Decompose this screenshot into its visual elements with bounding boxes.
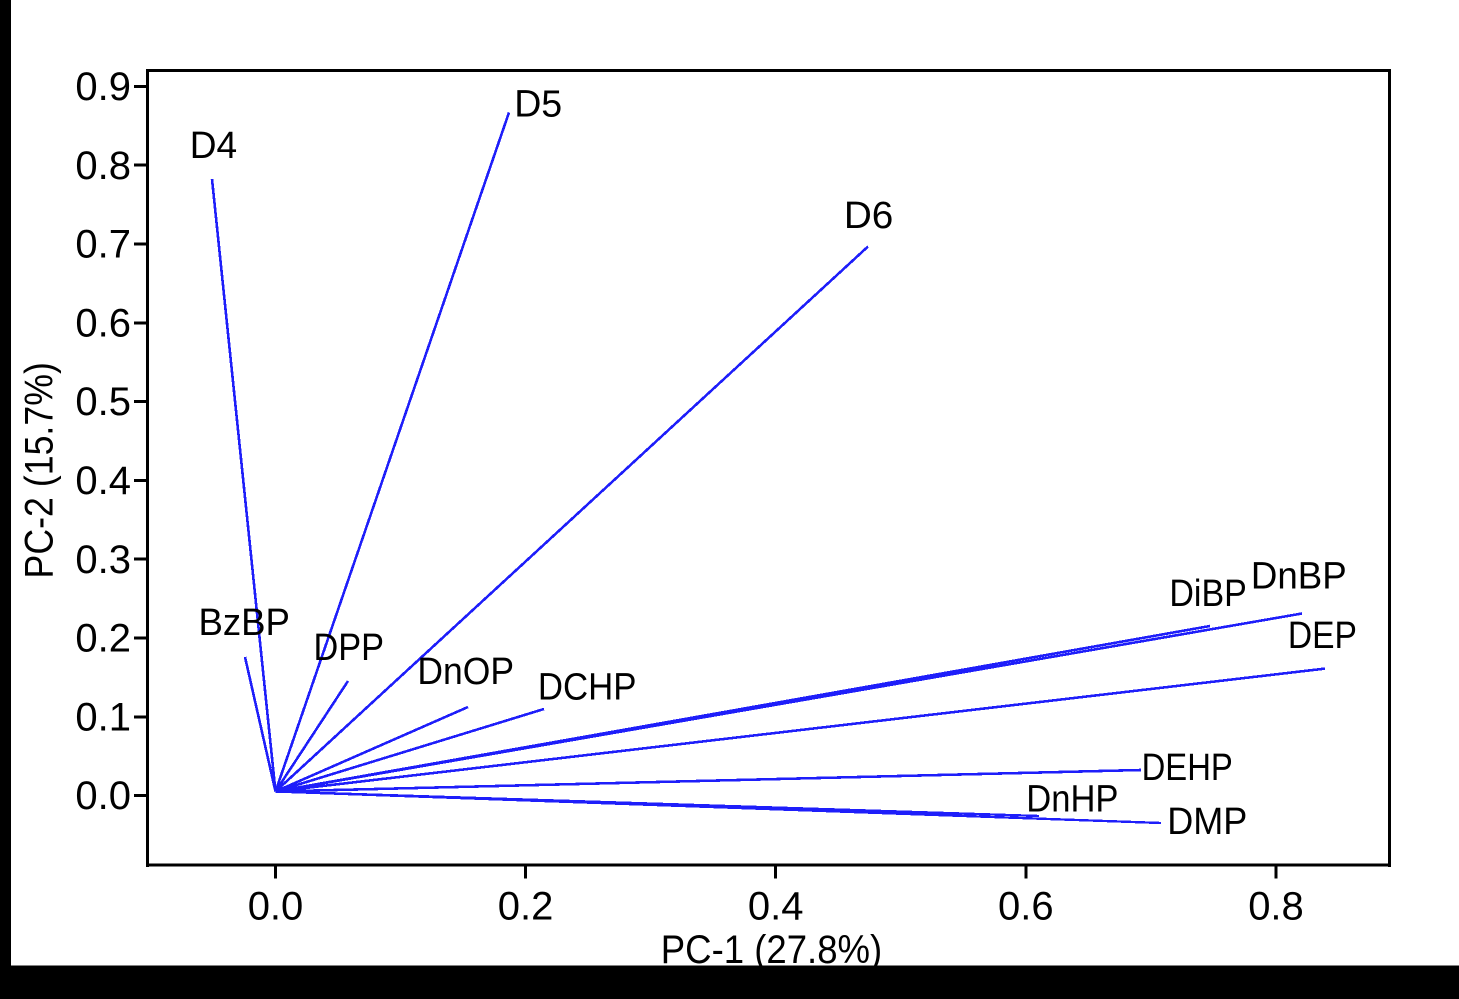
svg-text:DiBP: DiBP [1169, 573, 1246, 615]
svg-text:DnHP: DnHP [1026, 779, 1118, 821]
svg-text:0.2: 0.2 [498, 885, 554, 929]
svg-text:0.0: 0.0 [248, 885, 304, 929]
svg-text:BzBP: BzBP [198, 602, 290, 644]
svg-text:0.3: 0.3 [75, 538, 131, 582]
svg-text:PC-1 (27.8%): PC-1 (27.8%) [661, 928, 882, 972]
svg-text:0.8: 0.8 [75, 144, 131, 188]
svg-text:D6: D6 [844, 195, 894, 237]
svg-text:0.8: 0.8 [1248, 885, 1304, 929]
svg-text:0.6: 0.6 [75, 301, 131, 345]
svg-text:0.4: 0.4 [75, 459, 131, 503]
svg-text:0.7: 0.7 [75, 223, 131, 267]
svg-text:0.0: 0.0 [75, 774, 131, 818]
svg-text:DnOP: DnOP [417, 651, 514, 693]
svg-text:0.4: 0.4 [748, 885, 804, 929]
svg-text:DMP: DMP [1167, 801, 1247, 843]
svg-text:DPP: DPP [314, 627, 385, 669]
svg-text:DCHP: DCHP [538, 667, 637, 709]
svg-text:DnBP: DnBP [1251, 556, 1347, 598]
svg-text:0.6: 0.6 [998, 885, 1054, 929]
svg-text:D5: D5 [514, 84, 562, 126]
svg-text:0.5: 0.5 [75, 380, 131, 424]
svg-text:D4: D4 [190, 125, 237, 167]
svg-text:PC-2 (15.7%): PC-2 (15.7%) [18, 362, 62, 578]
svg-text:DEHP: DEHP [1142, 747, 1233, 789]
svg-text:0.1: 0.1 [75, 695, 131, 739]
svg-text:DEP: DEP [1288, 615, 1357, 657]
svg-text:0.2: 0.2 [75, 617, 131, 661]
svg-text:0.9: 0.9 [75, 65, 131, 109]
